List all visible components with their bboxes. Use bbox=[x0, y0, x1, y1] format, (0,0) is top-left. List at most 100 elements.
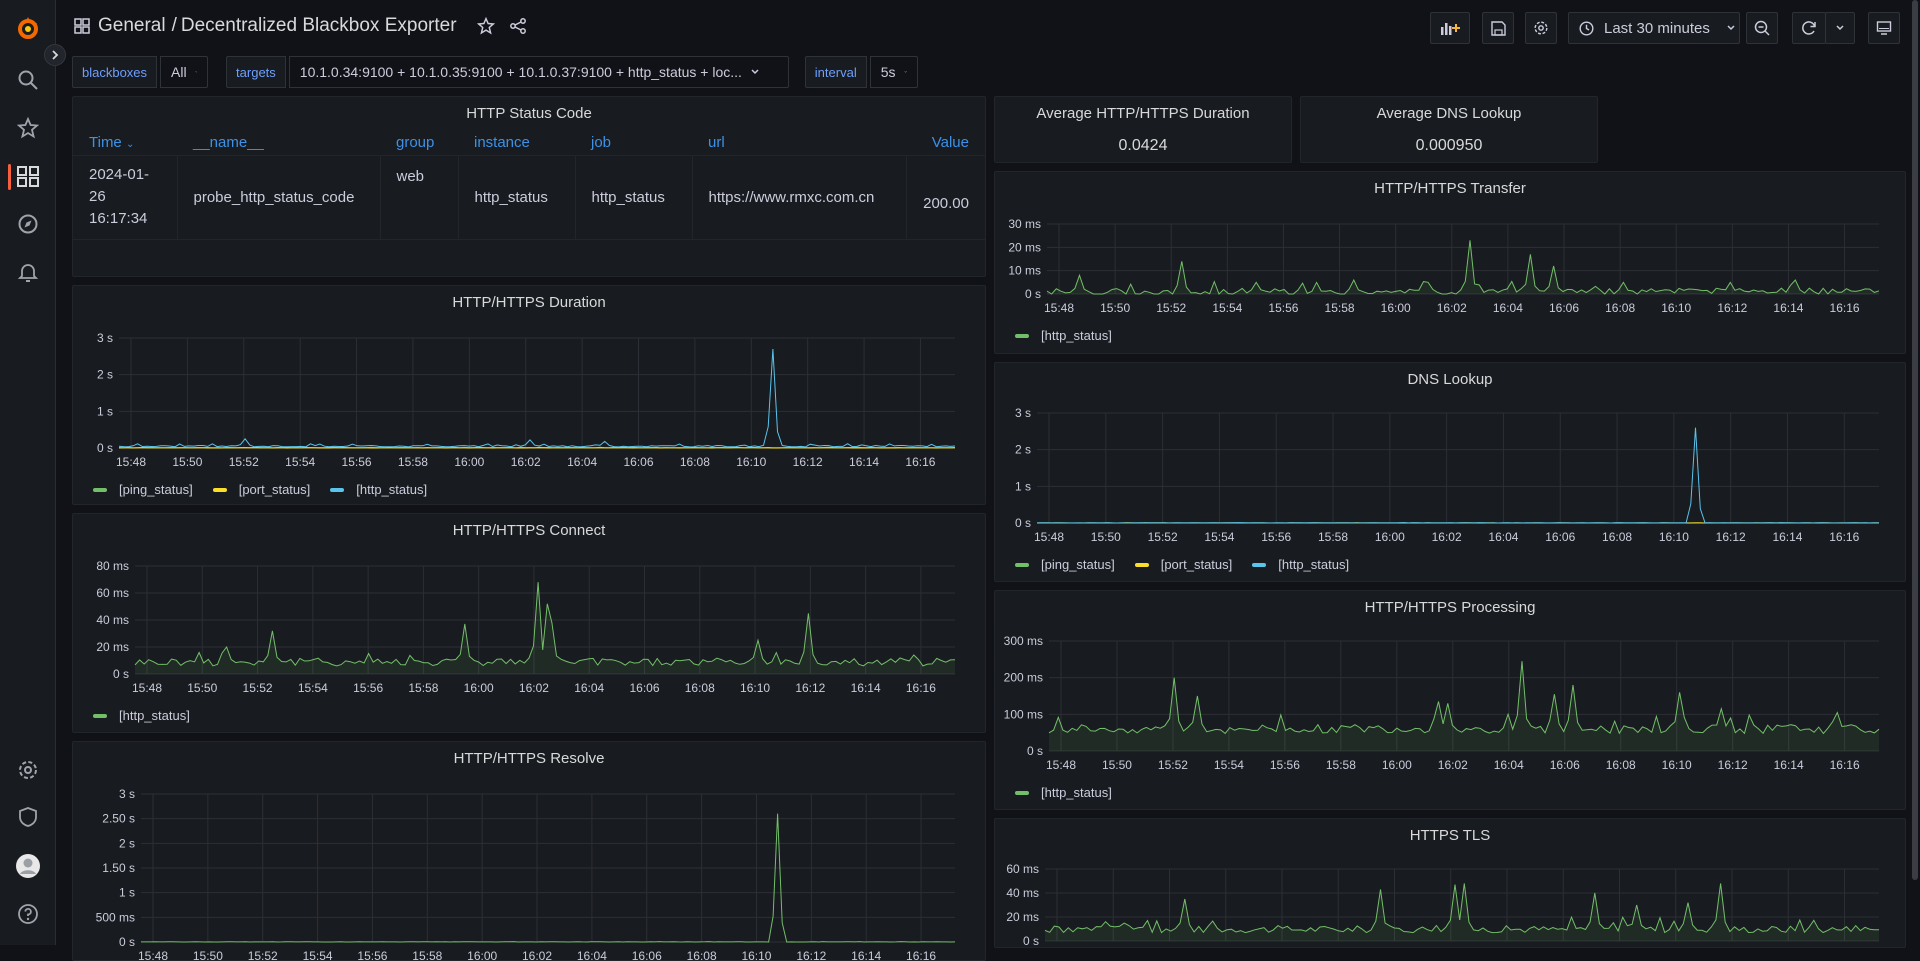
variable-select-targets[interactable]: 10.1.0.34:9100 + 10.1.0.35:9100 + 10.1.0… bbox=[289, 56, 789, 88]
column-header-instance[interactable]: instance bbox=[458, 131, 575, 155]
legend-item[interactable]: [ping_status] bbox=[93, 482, 193, 497]
x-tick-label: 16:10 bbox=[736, 455, 766, 469]
y-tick-label: 1 s bbox=[1015, 479, 1031, 493]
x-tick-label: 16:16 bbox=[1829, 530, 1859, 544]
x-tick-label: 16:02 bbox=[519, 681, 549, 695]
chevron-down-icon bbox=[1726, 24, 1736, 32]
table-row: 2024-01- 26 16:17:34 probe_http_status_c… bbox=[73, 155, 985, 239]
user-avatar[interactable] bbox=[14, 852, 42, 880]
x-tick-label: 16:06 bbox=[623, 455, 653, 469]
series-area bbox=[1045, 883, 1879, 941]
x-tick-label: 16:16 bbox=[906, 681, 936, 695]
save-dashboard-button[interactable] bbox=[1482, 12, 1514, 44]
x-tick-label: 16:10 bbox=[1661, 301, 1691, 315]
legend-item[interactable]: [ping_status] bbox=[1015, 557, 1115, 572]
panel-title[interactable]: Average HTTP/HTTPS Duration bbox=[995, 105, 1291, 122]
x-tick-label: 16:10 bbox=[741, 949, 771, 961]
column-header-job[interactable]: job bbox=[575, 131, 692, 155]
x-tick-label: 16:14 bbox=[851, 949, 881, 961]
legend-item[interactable]: [http_status] bbox=[330, 482, 427, 497]
configuration-gear-icon[interactable] bbox=[14, 756, 42, 784]
refresh-button[interactable] bbox=[1792, 12, 1826, 44]
dashboard-title[interactable]: Decentralized Blackbox Exporter bbox=[181, 15, 457, 37]
x-tick-label: 15:50 bbox=[193, 949, 223, 961]
x-tick-label: 15:50 bbox=[1102, 758, 1132, 772]
y-tick-label: 500 ms bbox=[96, 910, 135, 924]
panel-title[interactable]: HTTP Status Code bbox=[73, 105, 985, 122]
series-line-http_status[interactable] bbox=[1037, 428, 1879, 523]
x-tick-label: 15:50 bbox=[1091, 530, 1121, 544]
dashboards-icon[interactable] bbox=[14, 162, 42, 190]
explore-icon[interactable] bbox=[14, 210, 42, 238]
x-tick-label: 16:08 bbox=[1602, 530, 1632, 544]
help-icon[interactable] bbox=[14, 900, 42, 928]
monitor-icon bbox=[1876, 20, 1892, 36]
alerting-bell-icon[interactable] bbox=[14, 258, 42, 286]
column-header-value[interactable]: Value bbox=[906, 131, 985, 155]
legend-item[interactable]: [port_status] bbox=[213, 482, 311, 497]
refresh-interval-dropdown[interactable] bbox=[1825, 12, 1855, 44]
dashboard-settings-button[interactable] bbox=[1525, 12, 1557, 44]
x-tick-label: 16:08 bbox=[685, 681, 715, 695]
star-icon[interactable] bbox=[477, 17, 495, 35]
x-tick-label: 16:12 bbox=[793, 455, 823, 469]
expand-sidebar-button[interactable] bbox=[44, 44, 66, 66]
zoom-out-icon bbox=[1754, 20, 1770, 36]
variable-select-blackboxes[interactable]: All bbox=[160, 56, 208, 88]
x-tick-label: 15:54 bbox=[1214, 758, 1244, 772]
search-icon[interactable] bbox=[14, 66, 42, 94]
x-tick-label: 15:54 bbox=[1212, 301, 1242, 315]
legend-label: [http_status] bbox=[1278, 557, 1349, 572]
grafana-logo-icon[interactable] bbox=[14, 14, 42, 42]
x-tick-label: 15:48 bbox=[1046, 758, 1076, 772]
x-tick-label: 16:12 bbox=[796, 949, 826, 961]
y-tick-label: 0 s bbox=[119, 935, 135, 949]
chart-legend: [ping_status] [port_status] [http_status] bbox=[1015, 557, 1349, 572]
legend-item[interactable]: [http_status] bbox=[1015, 785, 1112, 800]
starred-icon[interactable] bbox=[14, 114, 42, 142]
breadcrumb-folder-link[interactable]: General bbox=[98, 15, 166, 37]
legend-item[interactable]: [port_status] bbox=[1135, 557, 1233, 572]
variable-select-interval[interactable]: 5s bbox=[870, 56, 918, 88]
cell-time: 2024-01- 26 16:17:34 bbox=[73, 155, 177, 239]
refresh-icon bbox=[1801, 20, 1817, 36]
legend-item[interactable]: [http_status] bbox=[1252, 557, 1349, 572]
column-header-url[interactable]: url bbox=[692, 131, 906, 155]
legend-item[interactable]: [http_status] bbox=[93, 708, 190, 723]
series-line-http_status[interactable] bbox=[119, 349, 955, 447]
x-tick-label: 15:58 bbox=[398, 455, 428, 469]
server-admin-shield-icon[interactable] bbox=[14, 803, 42, 831]
column-header-group[interactable]: group bbox=[380, 131, 458, 155]
x-tick-label: 15:56 bbox=[1268, 301, 1298, 315]
panel-title[interactable]: Average DNS Lookup bbox=[1301, 105, 1597, 122]
y-tick-label: 0 s bbox=[1027, 744, 1043, 758]
zoom-out-button[interactable] bbox=[1746, 12, 1778, 44]
view-mode-button[interactable] bbox=[1868, 12, 1900, 44]
column-header-name[interactable]: __name__ bbox=[177, 131, 380, 155]
column-header-time[interactable]: Time ⌄ bbox=[73, 131, 177, 155]
x-tick-label: 15:52 bbox=[1148, 530, 1178, 544]
x-tick-label: 15:48 bbox=[138, 949, 168, 961]
y-tick-label: 300 ms bbox=[1004, 634, 1043, 648]
time-range-picker[interactable]: Last 30 minutes bbox=[1568, 12, 1740, 44]
page-scrollbar[interactable] bbox=[1912, 0, 1918, 880]
legend-item[interactable]: [http_status] bbox=[1015, 328, 1112, 343]
settings-gear-icon bbox=[1533, 20, 1549, 36]
x-tick-label: 16:00 bbox=[1382, 758, 1412, 772]
x-tick-label: 16:12 bbox=[1716, 530, 1746, 544]
x-tick-label: 16:10 bbox=[740, 681, 770, 695]
share-icon[interactable] bbox=[509, 17, 527, 35]
x-tick-label: 15:48 bbox=[1034, 530, 1064, 544]
x-tick-label: 15:48 bbox=[132, 681, 162, 695]
series-line-http_status[interactable] bbox=[1047, 240, 1879, 294]
add-panel-button[interactable] bbox=[1430, 12, 1470, 44]
